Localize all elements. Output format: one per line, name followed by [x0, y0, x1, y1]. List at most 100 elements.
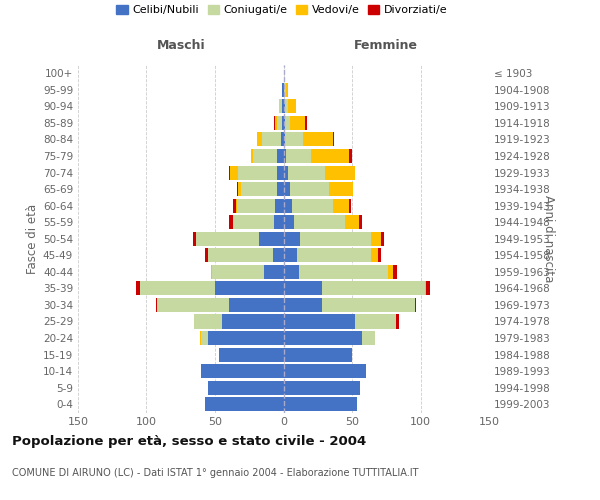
Bar	[284, 348, 352, 362]
Bar	[284, 314, 355, 328]
Bar	[257, 132, 262, 146]
Bar	[230, 166, 238, 179]
Bar	[425, 282, 426, 296]
Bar	[284, 248, 297, 262]
Bar	[329, 182, 353, 196]
Bar	[274, 116, 275, 130]
Bar	[259, 232, 284, 246]
Bar	[251, 149, 253, 163]
Bar	[202, 364, 284, 378]
Bar	[284, 166, 287, 179]
Bar	[272, 248, 284, 262]
Bar	[284, 397, 358, 411]
Bar	[292, 198, 333, 212]
Bar	[233, 215, 274, 229]
Bar	[349, 198, 350, 212]
Bar	[284, 149, 286, 163]
Bar	[205, 248, 208, 262]
Bar	[295, 215, 345, 229]
Bar	[287, 100, 296, 114]
Bar	[349, 149, 352, 163]
Bar	[157, 298, 229, 312]
Bar	[282, 100, 284, 114]
Bar	[193, 232, 196, 246]
Bar	[200, 331, 202, 345]
Bar	[322, 298, 415, 312]
Bar	[202, 331, 208, 345]
Bar	[284, 232, 300, 246]
Bar	[241, 182, 277, 196]
Bar	[229, 215, 233, 229]
Bar	[426, 282, 430, 296]
Bar	[284, 132, 285, 146]
Bar	[284, 265, 299, 279]
Bar	[286, 149, 311, 163]
Bar	[236, 198, 237, 212]
Text: COMUNE DI AIRUNO (LC) - Dati ISTAT 1° gennaio 2004 - Elaborazione TUTTITALIA.IT: COMUNE DI AIRUNO (LC) - Dati ISTAT 1° ge…	[12, 468, 419, 477]
Bar	[211, 265, 212, 279]
Bar	[371, 248, 378, 262]
Bar	[205, 397, 284, 411]
Bar	[229, 298, 284, 312]
Bar	[302, 132, 333, 146]
Bar	[233, 198, 236, 212]
Bar	[237, 182, 238, 196]
Bar	[284, 116, 285, 130]
Bar	[285, 116, 290, 130]
Bar	[415, 298, 416, 312]
Bar	[381, 232, 383, 246]
Bar	[284, 331, 362, 345]
Bar	[284, 100, 285, 114]
Bar	[275, 198, 284, 212]
Bar	[281, 132, 284, 146]
Bar	[280, 100, 282, 114]
Text: Maschi: Maschi	[157, 39, 205, 52]
Bar	[265, 265, 284, 279]
Bar	[212, 265, 265, 279]
Bar	[297, 248, 371, 262]
Bar	[194, 314, 222, 328]
Bar	[219, 348, 284, 362]
Bar	[393, 265, 397, 279]
Bar	[284, 298, 322, 312]
Bar	[196, 232, 259, 246]
Bar	[305, 116, 307, 130]
Bar	[388, 265, 393, 279]
Bar	[238, 166, 277, 179]
Bar	[284, 83, 286, 97]
Bar	[286, 83, 287, 97]
Bar	[262, 132, 281, 146]
Bar	[284, 282, 322, 296]
Bar	[277, 116, 282, 130]
Bar	[300, 232, 371, 246]
Bar	[333, 132, 334, 146]
Bar	[311, 149, 349, 163]
Bar	[359, 215, 362, 229]
Bar	[222, 314, 284, 328]
Bar	[229, 166, 230, 179]
Legend: Celibi/Nubili, Coniugati/e, Vedovi/e, Divorziati/e: Celibi/Nubili, Coniugati/e, Vedovi/e, Di…	[112, 0, 452, 20]
Text: Popolazione per età, sesso e stato civile - 2004: Popolazione per età, sesso e stato civil…	[12, 435, 366, 448]
Bar	[282, 116, 284, 130]
Bar	[345, 215, 359, 229]
Bar	[277, 149, 284, 163]
Bar	[238, 182, 241, 196]
Bar	[136, 282, 140, 296]
Bar	[362, 331, 375, 345]
Bar	[140, 282, 215, 296]
Bar	[284, 198, 292, 212]
Y-axis label: Fasce di età: Fasce di età	[26, 204, 39, 274]
Text: Femmine: Femmine	[354, 39, 418, 52]
Bar	[285, 132, 302, 146]
Bar	[208, 331, 284, 345]
Bar	[277, 166, 284, 179]
Bar	[275, 116, 277, 130]
Bar	[215, 282, 284, 296]
Bar	[282, 83, 284, 97]
Bar	[371, 232, 381, 246]
Bar	[287, 166, 325, 179]
Bar	[284, 215, 295, 229]
Y-axis label: Anni di nascita: Anni di nascita	[542, 195, 555, 282]
Bar	[285, 100, 287, 114]
Bar	[290, 116, 305, 130]
